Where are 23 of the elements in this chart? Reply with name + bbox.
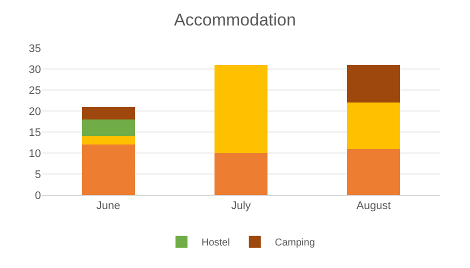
- y-tick-label: 25: [28, 84, 41, 97]
- bar: [214, 153, 268, 195]
- y-tick-label: 5: [34, 168, 41, 181]
- y-tick-label: 20: [28, 106, 41, 118]
- bar: [347, 102, 400, 149]
- y-tick-label: 0: [34, 190, 41, 202]
- bar: [214, 64, 268, 153]
- y-tick-label: 15: [28, 126, 41, 139]
- x-tick-label: June: [96, 200, 120, 212]
- x-tick-label: August: [356, 200, 391, 212]
- bar: [82, 106, 135, 120]
- bar: [347, 64, 400, 103]
- bar: [82, 144, 135, 195]
- y-tick-label: 30: [28, 64, 41, 76]
- legend-label: Hostel: [202, 238, 230, 249]
- bar: [82, 136, 135, 145]
- bar: [347, 148, 400, 195]
- legend-label: Camping: [274, 238, 315, 249]
- y-tick-label: 10: [28, 148, 41, 160]
- chart-title: Accommodation: [174, 10, 296, 30]
- y-tick-label: 35: [28, 42, 41, 55]
- bar: [82, 119, 135, 136]
- x-tick-label: July: [231, 200, 252, 212]
